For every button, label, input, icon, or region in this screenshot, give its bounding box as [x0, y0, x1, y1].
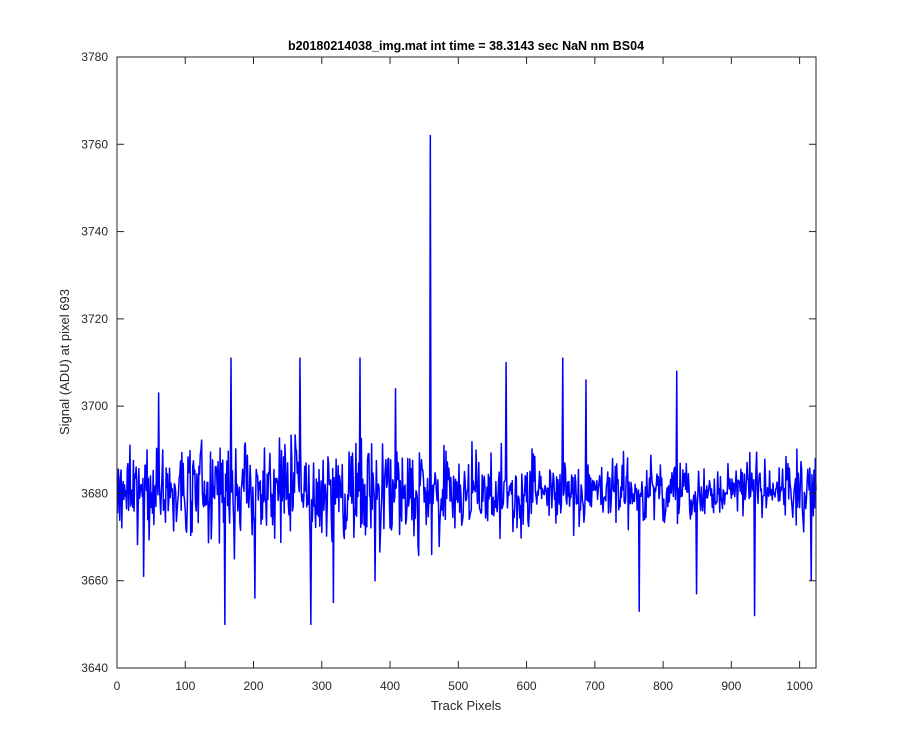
tick-layer: 0 100 200 300 400 500 600 700 800 900 1000 3640 3660…	[81, 50, 816, 693]
y-tick-label: 3780	[81, 50, 108, 64]
y-tick-label: 3640	[81, 661, 108, 675]
plot-area	[117, 57, 816, 668]
x-axis-label: Track Pixels	[431, 698, 502, 713]
axes-box	[116, 56, 817, 669]
series-line	[116, 134, 817, 626]
y-tick-label: 3680	[81, 486, 108, 500]
y-tick-label: 3720	[81, 312, 108, 326]
x-tick-label: 200	[244, 679, 264, 693]
x-tick-label: 900	[721, 679, 741, 693]
x-tick-label: 400	[380, 679, 400, 693]
x-tick-label: 700	[585, 679, 605, 693]
x-tick-label: 1000	[786, 679, 813, 693]
y-tick-label: 3740	[81, 225, 108, 239]
x-tick-label: 300	[312, 679, 332, 693]
x-tick-label: 800	[653, 679, 673, 693]
chart-title: b20180214038_img.mat int time = 38.3143 …	[288, 39, 644, 53]
y-axis-label: Signal (ADU) at pixel 693	[57, 289, 72, 435]
series-layer	[116, 134, 817, 626]
x-tick-label: 600	[517, 679, 537, 693]
y-tick-label: 3660	[81, 574, 108, 588]
x-tick-label: 100	[175, 679, 195, 693]
x-tick-label: 0	[114, 679, 121, 693]
x-tick-label: 500	[448, 679, 468, 693]
y-tick-label: 3700	[81, 399, 108, 413]
y-tick-label: 3760	[81, 137, 108, 151]
